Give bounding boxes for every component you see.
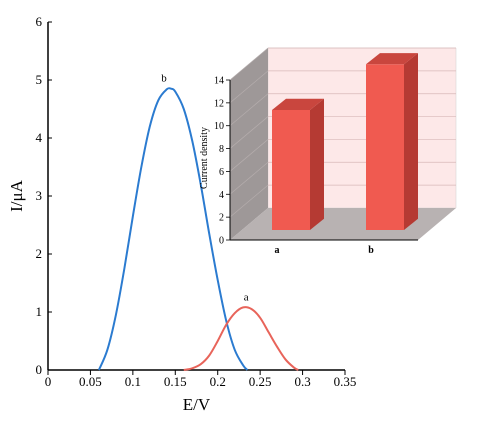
inset-y-tick-label: 8 [219,144,224,155]
series-line-b [97,87,249,371]
inset-side-gridline [229,184,269,218]
inset-y-tick-label: 2 [219,213,224,224]
inset-bar-top-b [366,53,418,65]
inset-y-tick-label: 12 [214,98,224,109]
x-tick-label: 0.25 [249,374,272,389]
main-line-chart: 0 0.05 0.1 0.15 0.2 0.25 0.3 0.350123456E/VI/μA… [7,14,356,414]
inset-y-tick-label: 6 [219,167,224,178]
inset-side-gridline [229,47,269,81]
y-tick-label: 6 [36,14,43,29]
x-tick-label: 0.3 [294,374,310,389]
inset-y-tick-label: 14 [214,76,224,87]
inset-bar-a [272,110,310,230]
y-tick-label: 3 [36,188,43,203]
inset-category-label: a [275,245,280,256]
series-line-a [183,306,299,371]
y-tick-label: 2 [36,246,43,261]
inset-side-gridline [229,162,269,195]
x-tick-label: 0.2 [210,374,226,389]
y-tick-label: 5 [36,72,43,87]
x-tick-label: 0.1 [125,374,141,389]
inset-side-gridline [229,116,269,149]
inset-category-label: b [368,245,374,256]
y-axis-title: I/μA [7,179,26,211]
x-tick-label: 0.05 [79,374,102,389]
x-tick-label: 0 [45,374,52,389]
inset-bar-chart: 0 2 4 6 8 10 12 14 Current density a b [199,47,457,256]
series-label-b: b [161,73,167,85]
inset-bar-b [366,64,404,231]
inset-side-gridline [229,93,269,126]
inset-side-wall [230,48,268,240]
inset-side-gridline [229,139,269,172]
inset-y-tick-label: 0 [219,236,224,247]
inset-bar-top-a [272,98,324,110]
inset-y-tick-label: 4 [219,190,224,201]
inset-side-gridline [229,70,269,104]
y-tick-label: 0 [36,362,43,377]
inset-floor [230,208,456,240]
y-tick-label: 1 [36,304,43,319]
x-axis-title: E/V [183,395,211,414]
inset-bar-side-a [310,98,324,230]
series-label-a: a [244,291,249,303]
inset-bar-side-b [404,53,418,231]
x-tick-label: 0.15 [164,374,187,389]
x-tick-label: 0.35 [334,374,357,389]
y-tick-label: 4 [36,130,43,145]
inset-y-tick-label: 10 [214,121,224,132]
inset-y-axis-title: Current density [199,127,210,189]
